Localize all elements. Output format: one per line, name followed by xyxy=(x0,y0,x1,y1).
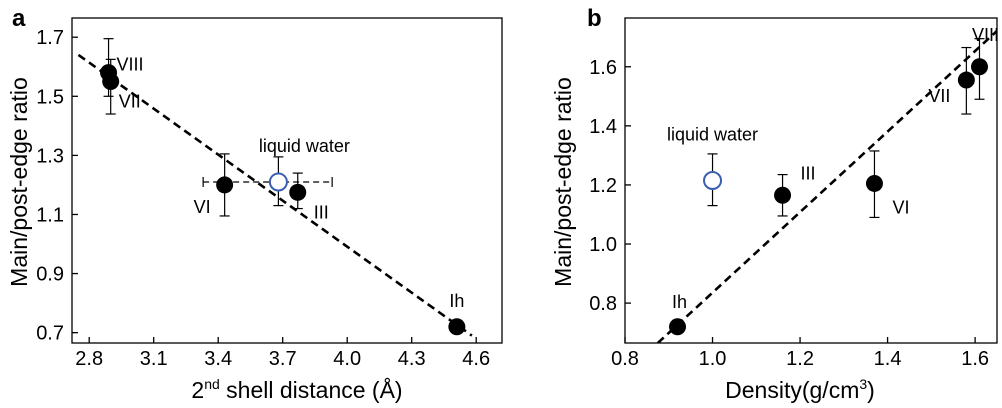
point-liquid-water: liquid water xyxy=(667,125,758,207)
y-tick-label: 1.2 xyxy=(589,175,617,197)
y-tick-label: 0.9 xyxy=(36,264,64,286)
point-label: VIII xyxy=(117,55,144,75)
point-viii: VIII xyxy=(970,25,999,100)
marker-filled xyxy=(669,318,687,336)
point-vi: VI xyxy=(194,153,234,217)
panel-b-frame xyxy=(624,17,998,344)
y-tick-label: 1.4 xyxy=(589,116,617,138)
panel-b-points: Ih liquid water III VI VII VIII xyxy=(667,25,999,336)
point-label: VII xyxy=(928,86,950,106)
panel-a-points: VIII VII VI liquid water III Ih xyxy=(100,38,466,336)
point-ih: Ih xyxy=(448,291,466,336)
point-label: Ih xyxy=(672,292,687,312)
x-tick-label: 1.4 xyxy=(874,348,902,370)
panel-b-ylabel: Main/post-edge ratio xyxy=(550,77,576,287)
point-ih: Ih xyxy=(669,292,687,336)
point-label: VI xyxy=(892,197,909,217)
panel-b: b 0.8 1.0 1.2 1.4 1.6 0.8 1.0 1.2 1.4 1.6 Ih liqui… xyxy=(550,5,999,403)
x-tick-label: 1.6 xyxy=(961,348,989,370)
y-tick-label: 1.1 xyxy=(36,204,64,226)
panel-b-letter: b xyxy=(587,5,602,32)
panel-a-ticks: 2.8 3.1 3.4 3.7 4.0 4.3 4.6 0.7 0.9 1.1 1.3 1.5 1.7 xyxy=(36,27,490,370)
marker-filled xyxy=(957,71,975,89)
x-tick-label: 3.4 xyxy=(204,348,232,370)
marker-filled xyxy=(774,186,792,204)
panel-a-letter: a xyxy=(12,5,26,32)
point-label: Ih xyxy=(449,291,464,311)
fit-line xyxy=(77,53,473,337)
y-tick-label: 1.6 xyxy=(589,57,617,79)
point-label: liquid water xyxy=(667,125,758,145)
panel-a-fit-line xyxy=(77,53,473,337)
y-tick-label: 0.7 xyxy=(36,323,64,345)
x-tick-label: 0.8 xyxy=(611,348,639,370)
point-label: liquid water xyxy=(259,136,350,156)
panel-b-xlabel: Density(g/cm3) xyxy=(725,376,875,403)
point-label: VIII xyxy=(972,25,999,45)
x-tick-label: 3.1 xyxy=(140,348,168,370)
point-label: III xyxy=(801,163,816,183)
point-vii: VII xyxy=(928,46,975,115)
panel-a-ylabel: Main/post-edge ratio xyxy=(6,77,32,287)
point-label: VI xyxy=(194,197,211,217)
x-tick-label: 4.3 xyxy=(398,348,426,370)
y-tick-label: 0.8 xyxy=(589,293,617,315)
point-iii: III xyxy=(289,172,329,222)
marker-filled xyxy=(102,73,120,91)
panel-a-frame xyxy=(71,17,503,344)
marker-filled xyxy=(448,318,466,336)
panel-a-xlabel: 2nd shell distance (Å) xyxy=(191,376,402,403)
point-label: VII xyxy=(119,92,141,112)
y-tick-label: 1.3 xyxy=(36,145,64,167)
y-tick-label: 1.5 xyxy=(36,86,64,108)
x-tick-label: 4.6 xyxy=(462,348,490,370)
y-tick-label: 1.0 xyxy=(589,234,617,256)
point-liquid-water: liquid water xyxy=(202,136,350,207)
panel-a: a 2.8 3.1 3.4 3.7 4.0 4.3 4.6 0.7 0.9 1.1 1.3 1.5 1.… xyxy=(6,5,503,403)
marker-open xyxy=(268,172,288,192)
point-label: III xyxy=(314,202,329,222)
marker-filled xyxy=(216,176,234,194)
x-tick-label: 4.0 xyxy=(333,348,361,370)
x-tick-label: 1.2 xyxy=(786,348,814,370)
marker-filled xyxy=(289,183,307,201)
marker-filled xyxy=(865,174,883,192)
x-tick-label: 1.0 xyxy=(699,348,727,370)
marker-filled xyxy=(970,58,988,76)
point-vii: VII xyxy=(102,58,141,115)
marker-open xyxy=(703,171,723,190)
panel-b-ticks: 0.8 1.0 1.2 1.4 1.6 0.8 1.0 1.2 1.4 1.6 xyxy=(589,57,989,370)
x-tick-label: 2.8 xyxy=(75,348,103,370)
x-tick-label: 3.7 xyxy=(269,348,297,370)
point-vi: VI xyxy=(865,150,909,219)
point-iii: III xyxy=(774,163,816,217)
y-tick-label: 1.7 xyxy=(36,27,64,49)
